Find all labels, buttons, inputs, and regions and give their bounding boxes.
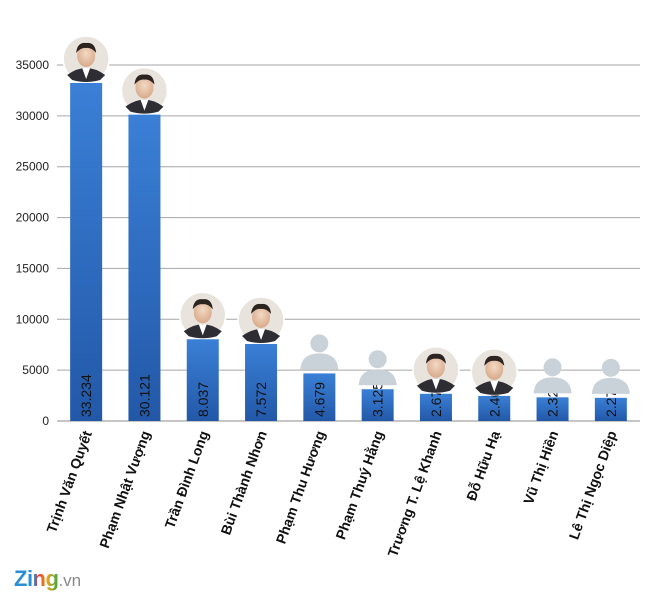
zing-logo: Zing.vn (14, 566, 81, 596)
x-tick-label: Trương T. Lệ Khanh (384, 429, 444, 559)
bar (128, 114, 161, 421)
bar (245, 343, 278, 421)
bar (536, 397, 569, 421)
person-photo (237, 296, 285, 344)
bars: 33.234 30.121 8.037 7.572 4.679 3.125 2.675 2.4… (70, 82, 627, 422)
person-photo (179, 291, 227, 340)
x-tick-label: Phạm Thuý Hằng (331, 428, 386, 541)
bar (361, 389, 394, 421)
y-tick-label: 20000 (16, 211, 50, 225)
bar (594, 397, 627, 421)
logo-brand: Zing (14, 566, 59, 591)
x-tick-label: Đỗ Hữu Hạ (463, 428, 503, 502)
y-tick-label: 5000 (22, 363, 49, 377)
person-photo (470, 348, 518, 396)
bar-data-label: 7.572 (253, 382, 269, 417)
bar-data-label: 30.121 (136, 374, 152, 417)
x-tick-label: Trần Đình Long (161, 429, 211, 531)
x-tick-label: Vũ Thị Hiền (520, 429, 561, 507)
x-tick-label: Lê Thị Ngọc Diệp (566, 429, 620, 542)
bar (303, 373, 336, 421)
bar (70, 82, 103, 422)
y-axis-ticks: 0 5000 10000 15000 20000 25000 30000 35000 (16, 58, 50, 428)
y-tick-label: 25000 (16, 160, 50, 174)
person-photo (62, 35, 110, 83)
logo-suffix: .vn (58, 571, 82, 590)
y-tick-label: 15000 (16, 261, 50, 275)
y-tick-label: 30000 (16, 109, 50, 123)
y-tick-label: 0 (42, 414, 49, 428)
x-axis-labels: Trịnh Văn Quyết Phạm Nhật Vượng Trần Đình … (43, 428, 619, 559)
y-tick-label: 35000 (16, 58, 50, 72)
bar-data-label: 3.125 (370, 382, 386, 417)
bar-data-label: 33.234 (78, 374, 94, 417)
placeholder-avatar-icon (300, 334, 339, 370)
bar-data-label: 4.679 (311, 382, 327, 417)
bar (419, 393, 452, 421)
placeholder-avatar-icon (591, 358, 630, 394)
x-tick-label: Bùi Thành Nhơn (217, 429, 269, 537)
y-tick-label: 10000 (16, 312, 50, 326)
bar (186, 339, 219, 421)
bar-data-label: 8.037 (195, 382, 211, 417)
x-tick-label: Trịnh Văn Quyết (43, 428, 95, 535)
person-photo (412, 346, 460, 394)
x-tick-label: Phạm Thu Hương (272, 429, 328, 546)
placeholder-avatar-icon (533, 358, 572, 394)
placeholder-avatar-icon (358, 350, 397, 386)
x-tick-label: Phạm Nhật Vượng (96, 429, 153, 551)
avatars (62, 35, 630, 396)
bar (478, 395, 511, 421)
person-photo (120, 66, 169, 115)
